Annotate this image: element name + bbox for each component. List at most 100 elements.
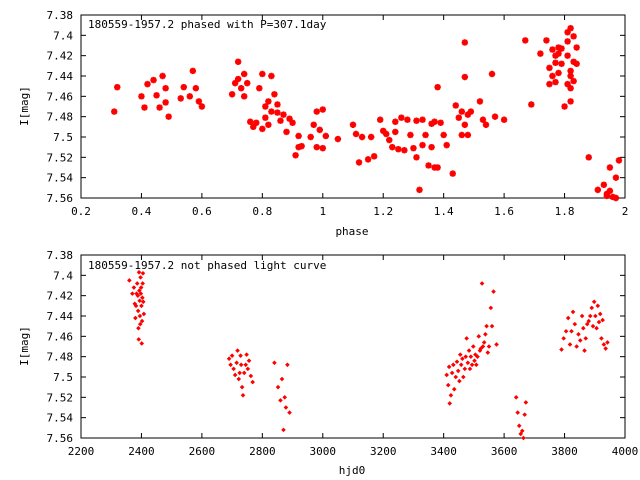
data-point [561,336,566,341]
data-point [455,114,462,121]
data-point [521,435,526,441]
data-point [140,299,146,305]
x-tick-label: 1.2 [373,205,393,218]
data-point [467,366,473,372]
data-point [137,321,143,327]
data-point [413,117,420,124]
data-point [449,370,455,376]
data-point [136,337,142,342]
x-tick-label: 2200 [68,445,95,458]
data-point [591,299,597,305]
data-point [133,303,139,309]
data-point [244,352,249,357]
x-tick-label: 0.4 [132,205,152,218]
data-point [262,114,269,121]
data-point [280,111,287,118]
data-points [127,269,610,441]
y-tick-label: 7.56 [47,192,74,205]
data-point [250,123,257,131]
data-point [292,152,299,159]
data-point [434,164,441,171]
data-point [485,350,491,355]
data-point [452,102,459,109]
data-point [150,76,157,84]
data-point [127,278,132,283]
x-tick-label: 0.8 [252,205,272,218]
data-point [428,120,435,127]
data-point [281,427,286,433]
y-tick-label: 7.42 [47,290,74,303]
data-point [577,338,583,343]
data-point [401,147,408,154]
data-point [282,395,287,400]
data-point [516,423,522,429]
data-point [468,354,474,359]
data-point [114,83,121,91]
data-point [461,121,469,128]
data-point [472,358,477,364]
data-point [295,143,302,151]
data-point [234,58,242,65]
x-tick-label: 3000 [310,445,337,458]
data-point [195,98,203,105]
data-point [458,131,465,139]
data-point [453,374,459,380]
data-point [447,401,453,406]
data-point [601,342,607,347]
data-point [597,311,603,317]
data-point [259,70,266,78]
data-point [192,85,200,92]
data-point [256,85,263,92]
plot-frame [80,254,626,439]
x-axis-label: hjd0 [339,464,366,477]
data-point [132,301,138,307]
data-point [156,104,163,111]
data-point [244,79,251,87]
data-point [558,45,565,52]
y-tick-label: 7.54 [47,172,74,185]
data-point [482,121,490,128]
data-point [444,372,449,378]
x-tick-label: 2 [622,205,629,218]
x-tick-label: 3400 [430,445,457,458]
data-point [457,352,463,357]
data-point [443,141,450,149]
data-point [137,298,142,304]
data-point [559,347,564,352]
y-tick-label: 7.52 [47,391,74,404]
data-point [580,325,586,331]
phased-light-curve-panel: 180559-1957.2 phased with P=307.1day pha… [18,9,628,238]
data-point [587,313,593,319]
data-point [437,119,444,126]
data-point [552,59,559,66]
data-point [274,101,281,108]
data-point [448,393,454,398]
data-point [476,334,482,339]
data-point [460,356,465,361]
data-point [552,52,559,59]
data-point [528,101,535,108]
data-point [283,405,289,410]
data-point [234,75,242,83]
raw-light-curve-panel: 180559-1957.2 not phased light curve hjd… [18,249,638,477]
data-point [589,305,595,311]
x-tick-label: 3800 [551,445,578,458]
y-tick-label: 7.44 [47,310,74,323]
data-point [162,85,169,92]
data-point [572,321,578,327]
data-point [555,69,562,77]
data-point [138,285,144,290]
data-point [445,382,451,388]
data-point [237,370,242,376]
y-tick-label: 7.38 [47,249,74,262]
data-point [271,91,278,98]
data-point [316,126,323,134]
data-point [567,25,574,32]
data-point [461,39,469,46]
data-point [238,353,243,358]
data-point [522,412,527,417]
data-point [383,130,390,138]
axis-ticks: 2200 2400 2600 2800 3000 3200 3400 3600 3800 4000… [47,249,639,458]
data-point [135,308,141,314]
